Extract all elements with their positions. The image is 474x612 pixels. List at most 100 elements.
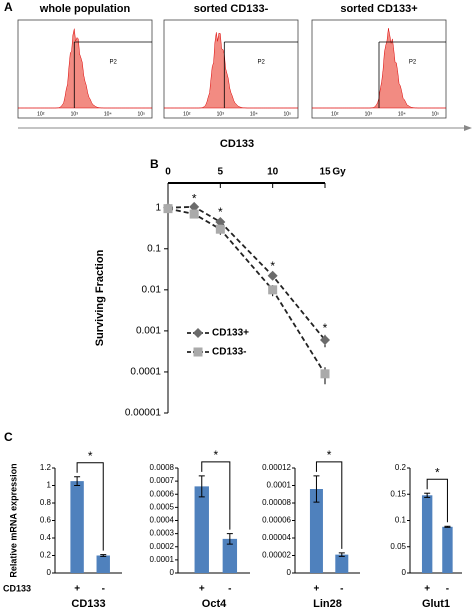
legend-label: CD133- bbox=[212, 347, 246, 358]
histogram bbox=[164, 32, 298, 109]
gate-label: P2 bbox=[257, 60, 265, 66]
chart-title: Lin28 bbox=[313, 598, 342, 610]
flow-tick-label: 10⁵ bbox=[283, 111, 291, 117]
flow-box bbox=[163, 19, 299, 119]
flow-title: whole population bbox=[39, 3, 131, 15]
bar bbox=[194, 486, 209, 573]
y-tick-label: 1.2 bbox=[40, 463, 52, 472]
x-tick-label: 5 bbox=[218, 167, 224, 178]
y-tick-label: 0.2 bbox=[395, 463, 407, 472]
flow-tick-label: 10⁴ bbox=[250, 111, 258, 117]
annotation: * bbox=[88, 449, 93, 463]
row-label: CD133 bbox=[3, 583, 31, 593]
y-tick-label: 0.00004 bbox=[262, 533, 291, 542]
gate-label: P2 bbox=[409, 60, 417, 66]
x-tick-label: + bbox=[314, 584, 320, 595]
y-tick-label: 0.0006 bbox=[150, 489, 175, 498]
y-tick-label: 0.00008 bbox=[262, 498, 291, 507]
y-tick-label: 0.1 bbox=[395, 516, 407, 525]
bar bbox=[335, 554, 349, 573]
x-tick-label: 10 bbox=[267, 167, 279, 178]
x-tick-label: - bbox=[102, 584, 105, 595]
annotation: * bbox=[327, 448, 332, 462]
significance-bracket bbox=[76, 462, 104, 551]
legend-label: CD133+ bbox=[212, 328, 249, 339]
marker bbox=[320, 334, 330, 345]
marker bbox=[267, 270, 278, 281]
y-tick-label: 0.0002 bbox=[150, 542, 175, 551]
annotation: * bbox=[213, 448, 218, 462]
flow-title: sorted CD133- bbox=[194, 3, 269, 15]
chart-title: Oct4 bbox=[202, 598, 227, 610]
significance-bracket bbox=[315, 461, 343, 549]
y-tick-label: 0.8 bbox=[40, 498, 52, 507]
x-tick-label: + bbox=[199, 584, 205, 595]
y-tick-label: 0 bbox=[287, 568, 292, 577]
flow-tick-label: 10⁵ bbox=[137, 111, 145, 117]
y-tick-label: 1 bbox=[155, 202, 161, 213]
y-tick-label: 0.01 bbox=[142, 284, 162, 295]
series-line bbox=[167, 205, 326, 341]
flow-tick-label: 10⁴ bbox=[104, 111, 112, 117]
gate-label: P2 bbox=[109, 60, 117, 66]
annotation: * bbox=[218, 205, 223, 219]
chart-title: CD133 bbox=[71, 598, 105, 610]
y-axis-label: Surviving Fraction bbox=[94, 249, 106, 346]
series-line bbox=[167, 207, 326, 375]
legend-marker bbox=[193, 347, 203, 357]
x-tick-label: + bbox=[74, 584, 80, 595]
x-tick-label: - bbox=[446, 584, 449, 595]
bar bbox=[309, 489, 323, 573]
y-tick-label: 0 bbox=[47, 568, 52, 577]
annotation: * bbox=[323, 321, 328, 335]
marker bbox=[189, 209, 199, 219]
marker bbox=[215, 224, 225, 234]
bar bbox=[421, 495, 433, 573]
significance-bracket bbox=[426, 478, 448, 523]
flow-box bbox=[17, 19, 153, 119]
y-tick-label: 0.6 bbox=[40, 516, 52, 525]
arrow-head bbox=[464, 125, 472, 131]
legend-marker bbox=[193, 328, 203, 338]
chart-title: Glut1 bbox=[422, 598, 450, 610]
marker bbox=[189, 201, 200, 212]
significance-bracket bbox=[201, 461, 231, 530]
y-tick-label: 0.00006 bbox=[262, 516, 291, 525]
y-tick-label: 0.2 bbox=[40, 551, 52, 560]
y-axis-label: Relative mRNA expression bbox=[8, 463, 18, 577]
x-axis-label: Gy bbox=[332, 167, 346, 178]
y-tick-label: 0.0001 bbox=[130, 367, 161, 378]
annotation: * bbox=[435, 465, 440, 479]
y-tick-label: 0.00012 bbox=[262, 463, 291, 472]
x-tick-label: + bbox=[424, 584, 430, 595]
flow-tick-label: 10² bbox=[37, 111, 45, 117]
x-tick-label: - bbox=[340, 584, 343, 595]
x-tick-label: - bbox=[228, 584, 231, 595]
marker bbox=[215, 216, 226, 227]
annotation: * bbox=[192, 191, 197, 205]
x-tick-label: 0 bbox=[165, 167, 171, 178]
bar bbox=[70, 481, 84, 573]
y-tick-label: 0.0007 bbox=[150, 476, 175, 485]
histogram bbox=[18, 28, 152, 109]
y-tick-label: 0.4 bbox=[40, 533, 52, 542]
y-tick-label: 1 bbox=[47, 481, 52, 490]
flow-tick-label: 10² bbox=[183, 111, 191, 117]
y-tick-label: 0.15 bbox=[390, 489, 406, 498]
annotation: * bbox=[270, 259, 275, 273]
panel-label: C bbox=[4, 430, 13, 444]
flow-tick-label: 10³ bbox=[71, 111, 79, 117]
flow-title: sorted CD133+ bbox=[340, 3, 417, 15]
y-tick-label: 0.001 bbox=[136, 326, 161, 337]
y-tick-label: 0.0001 bbox=[267, 481, 292, 490]
flow-axis-label: CD133 bbox=[220, 138, 254, 150]
flow-tick-label: 10³ bbox=[217, 111, 225, 117]
y-tick-label: 0.00002 bbox=[262, 551, 291, 560]
y-tick-label: 0.0001 bbox=[150, 555, 175, 564]
bar bbox=[96, 555, 110, 573]
x-tick-label: 15 bbox=[319, 167, 331, 178]
histogram bbox=[312, 28, 446, 109]
marker bbox=[268, 285, 278, 295]
y-tick-label: 0.1 bbox=[147, 243, 161, 254]
